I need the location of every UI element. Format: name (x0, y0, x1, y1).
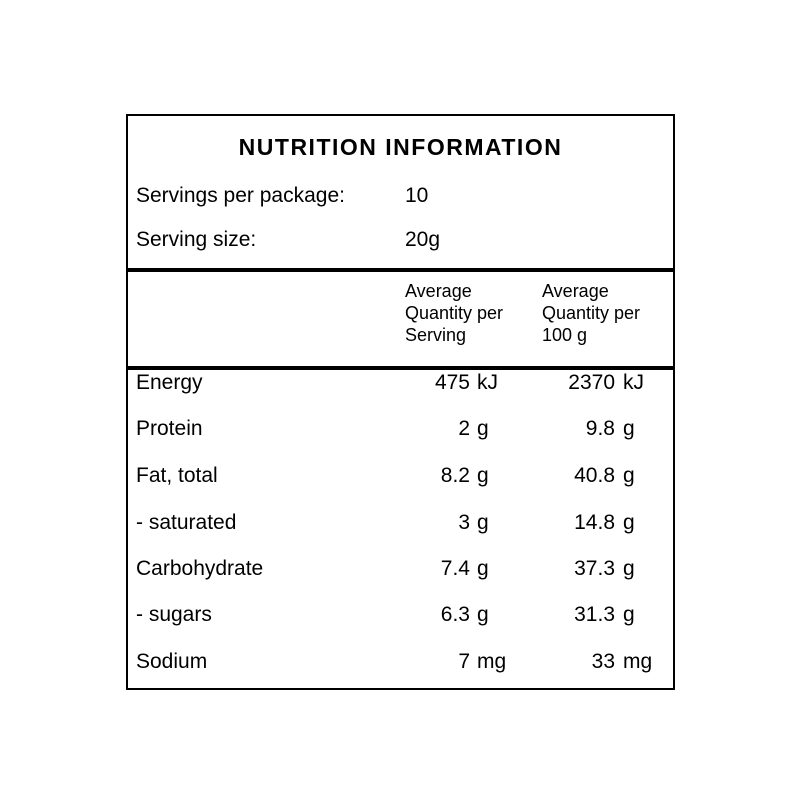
table-row-protein: Protein 2 g 9.8 g (136, 414, 665, 444)
nutrient-name: Protein (136, 417, 203, 440)
per-100g-unit: g (623, 464, 635, 487)
column-header-line: Quantity per (405, 303, 504, 323)
column-header-line: Quantity per (542, 303, 641, 323)
per-100g-value: 31.3 (574, 603, 615, 626)
nutrient-name: Sodium (136, 650, 208, 673)
servings-per-package-value: 10 (405, 184, 429, 207)
per-serving-unit: g (477, 603, 489, 626)
per-100g-value: 2370 (568, 371, 615, 394)
per-100g-unit: g (623, 603, 635, 626)
servings-per-package-row: Servings per package: 10 (136, 181, 665, 211)
nutrient-name: Fat, total (136, 464, 218, 487)
column-header-line: 100 g (542, 325, 588, 345)
table-row-sodium: Sodium 7 mg 33 mg (136, 647, 665, 677)
table-row-saturated: - saturated 3 g 14.8 g (136, 508, 665, 538)
serving-size-value: 20g (405, 228, 441, 251)
serving-size-row: Serving size: 20g (136, 225, 665, 255)
per-serving-unit: kJ (477, 371, 498, 394)
per-serving-value: 6.3 (440, 603, 470, 626)
serving-size-label: Serving size: (136, 228, 257, 251)
per-serving-unit: g (477, 557, 489, 580)
per-serving-value: 2 (458, 417, 470, 440)
per-100g-unit: g (623, 417, 635, 440)
per-serving-unit: g (477, 417, 489, 440)
per-serving-value: 8.2 (440, 464, 470, 487)
table-row-energy: Energy 475 kJ 2370 kJ (136, 368, 665, 398)
per-100g-value: 40.8 (574, 464, 615, 487)
column-header-per-100g: Average Quantity per 100 g (542, 280, 640, 346)
per-serving-unit: mg (477, 650, 507, 673)
per-serving-unit: g (477, 464, 489, 487)
nutrient-name: Carbohydrate (136, 557, 264, 580)
per-serving-unit: g (477, 511, 489, 534)
per-100g-value: 14.8 (574, 511, 615, 534)
header-bottom-divider (128, 366, 673, 370)
table-row-sugars: - sugars 6.3 g 31.3 g (136, 600, 665, 630)
header-top-divider (128, 268, 673, 272)
column-header-line: Average (405, 281, 472, 301)
table-row-carbohydrate: Carbohydrate 7.4 g 37.3 g (136, 554, 665, 584)
panel-title: NUTRITION INFORMATION (238, 134, 563, 160)
table-row-fat-total: Fat, total 8.2 g 40.8 g (136, 461, 665, 491)
per-serving-value: 7.4 (440, 557, 470, 580)
per-serving-value: 3 (458, 511, 470, 534)
nutrient-name: - sugars (136, 603, 212, 626)
per-100g-unit: kJ (623, 371, 644, 394)
column-header-line: Serving (405, 325, 467, 345)
per-100g-value: 37.3 (574, 557, 615, 580)
nutrition-information-panel: NUTRITION INFORMATION Servings per packa… (126, 114, 675, 690)
column-header-line: Average (542, 281, 609, 301)
per-100g-unit: mg (623, 650, 653, 673)
servings-per-package-label: Servings per package: (136, 184, 345, 207)
per-100g-unit: g (623, 557, 635, 580)
per-100g-value: 33 (591, 650, 615, 673)
column-header-per-serving: Average Quantity per Serving (405, 280, 503, 346)
nutrient-name: Energy (136, 371, 203, 394)
per-serving-value: 7 (458, 650, 470, 673)
nutrient-name: - saturated (136, 511, 237, 534)
per-100g-unit: g (623, 511, 635, 534)
per-100g-value: 9.8 (585, 417, 615, 440)
per-serving-value: 475 (434, 371, 470, 394)
